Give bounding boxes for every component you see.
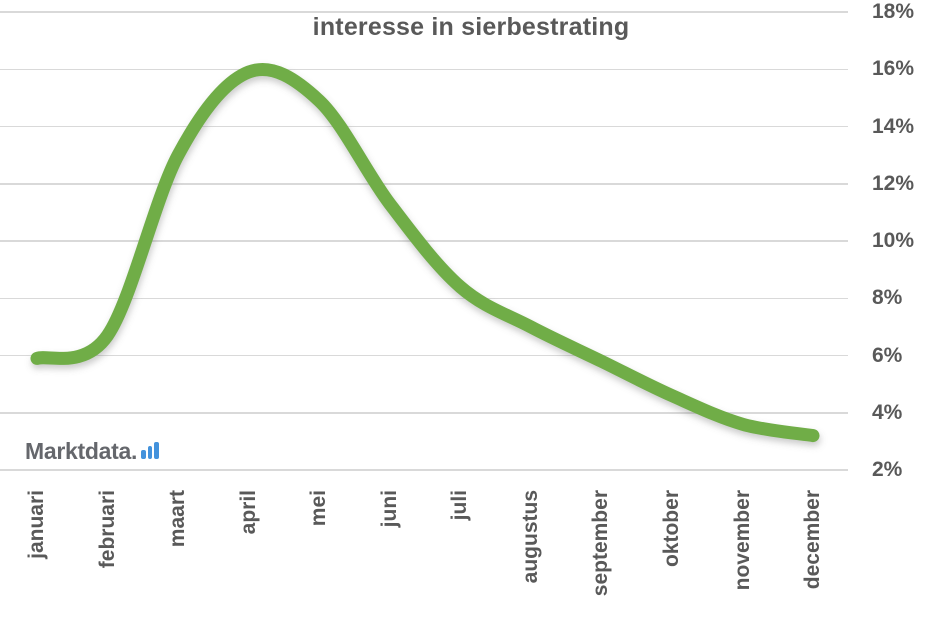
gridline (0, 125, 848, 128)
y-axis-label: 6% (872, 343, 903, 367)
x-axis-label: september (589, 490, 613, 597)
y-axis-label: 14% (872, 114, 915, 138)
y-axis-label: 4% (872, 400, 903, 424)
gridline (0, 297, 848, 299)
gridline (0, 68, 848, 70)
x-axis-label: november (730, 490, 754, 591)
y-axis-label: 18% (872, 0, 915, 23)
y-axis-label: 16% (872, 57, 915, 81)
gridline (0, 469, 848, 471)
y-axis-label: 10% (872, 229, 915, 252)
x-axis-label: april (236, 490, 260, 535)
gridline (0, 354, 848, 357)
y-axis-label: 12% (872, 171, 915, 195)
logo-text: Marktdata (25, 438, 131, 464)
bar-chart-icon (139, 438, 159, 465)
x-axis-label: februari (95, 490, 119, 569)
gridline (0, 412, 848, 414)
x-axis-label: juli (448, 490, 472, 521)
y-axis-label: 2% (872, 458, 903, 481)
x-axis-label: oktober (659, 490, 683, 568)
gridline (0, 11, 848, 13)
x-axis-label: augustus (518, 490, 542, 584)
logo-dot: . (130, 438, 138, 464)
y-axis-label: 8% (872, 286, 903, 310)
x-axis-label: december (801, 490, 825, 590)
interest-line-series (30, 63, 820, 443)
marktdata-logo: Marktdata. (25, 438, 159, 465)
chart-title: interesse in sierbestrating (312, 13, 630, 41)
x-axis-label: maart (166, 490, 190, 548)
x-axis-label: januari (25, 490, 48, 559)
x-axis-label: mei (307, 490, 331, 527)
gridline (0, 183, 848, 185)
x-axis-label: juni (377, 490, 401, 528)
